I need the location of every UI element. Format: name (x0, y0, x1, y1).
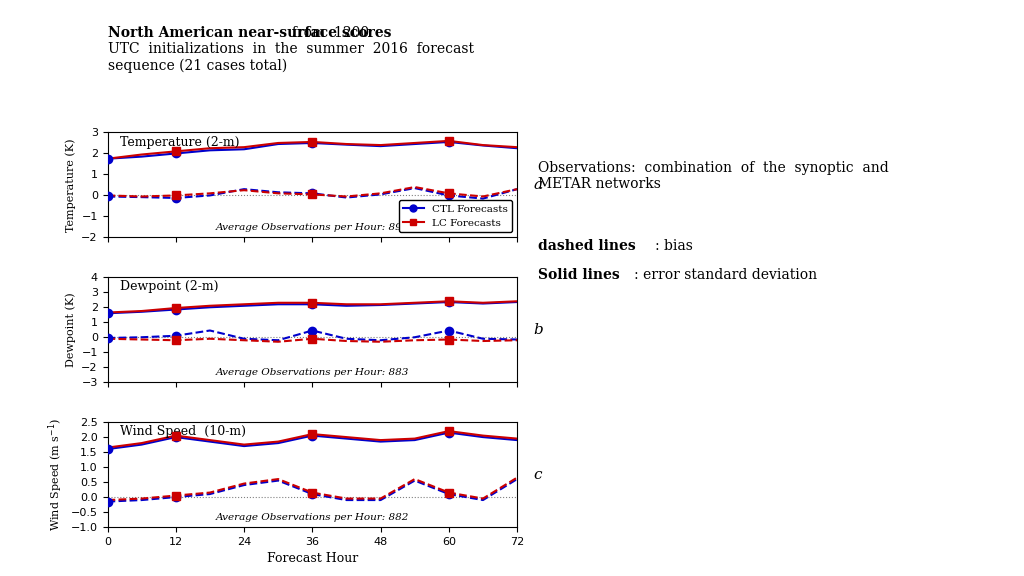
Y-axis label: Wind Speed (m s$^{-1}$): Wind Speed (m s$^{-1}$) (47, 418, 66, 531)
Text: Solid lines: Solid lines (538, 268, 620, 282)
Text: b: b (534, 323, 544, 337)
Text: : bias: : bias (655, 239, 693, 253)
Y-axis label: Temperature (K): Temperature (K) (66, 138, 76, 232)
Text: dashed lines: dashed lines (538, 239, 635, 253)
X-axis label: Forecast Hour: Forecast Hour (266, 552, 358, 565)
Text: Average Observations per Hour: 882: Average Observations per Hour: 882 (216, 513, 409, 522)
Text: Wind Speed  (10-m): Wind Speed (10-m) (120, 425, 246, 438)
Text: : error standard deviation: : error standard deviation (634, 268, 817, 282)
Text: Average Observations per Hour: 883: Average Observations per Hour: 883 (216, 368, 409, 377)
Text: Dewpoint (2-m): Dewpoint (2-m) (120, 281, 218, 293)
Text: from  1200
UTC  initializations  in  the  summer  2016  forecast
sequence (21 ca: from 1200 UTC initializations in the sum… (108, 26, 473, 73)
Text: a: a (534, 178, 543, 192)
Text: Temperature (2-m): Temperature (2-m) (120, 135, 240, 149)
Legend: CTL Forecasts, LC Forecasts: CTL Forecasts, LC Forecasts (398, 200, 512, 232)
Text: North American near-surface scores: North American near-surface scores (108, 26, 391, 40)
Y-axis label: Dewpoint (K): Dewpoint (K) (66, 293, 76, 367)
Text: Observations:  combination  of  the  synoptic  and
METAR networks: Observations: combination of the synopti… (538, 161, 889, 191)
Text: Average Observations per Hour: 892: Average Observations per Hour: 892 (216, 223, 409, 232)
Text: c: c (534, 468, 542, 482)
